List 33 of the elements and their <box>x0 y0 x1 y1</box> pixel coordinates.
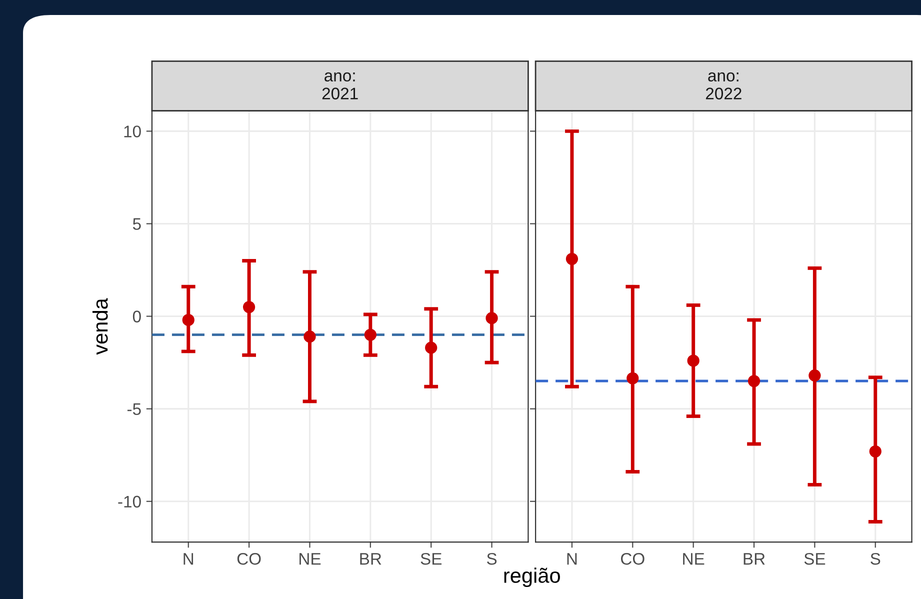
point <box>748 374 760 388</box>
point <box>566 252 578 265</box>
point <box>242 300 256 314</box>
x-tick-label: N <box>184 553 194 565</box>
point <box>808 369 821 382</box>
x-tick-label: S <box>870 552 880 565</box>
y-tick-label: -10 <box>118 496 141 508</box>
point <box>182 314 194 326</box>
chart-title: ano: 2022 <box>706 72 742 100</box>
x-tick-label: CO <box>621 552 644 565</box>
point <box>626 372 639 384</box>
point <box>869 445 882 458</box>
x-axis-title: região <box>504 568 560 588</box>
x-tick-label: N <box>567 553 577 565</box>
point <box>425 342 438 354</box>
y-tick-label: -5 <box>127 403 141 416</box>
x-tick-label: NE <box>683 553 704 565</box>
x-tick-label: SE <box>420 552 442 565</box>
x-tick-label: S <box>486 552 497 565</box>
y-tick-label: 5 <box>132 218 141 230</box>
x-tick-label: CO <box>237 552 261 565</box>
y-tick-label: 10 <box>124 126 141 138</box>
x-tick-label: BR <box>360 553 382 565</box>
chart-title: ano: 2021 <box>322 72 358 100</box>
x-tick-label: NE <box>300 553 321 565</box>
x-tick-label: SE <box>804 552 826 565</box>
y-axis-title: venda <box>92 298 108 355</box>
point <box>364 328 376 341</box>
point <box>687 354 700 367</box>
y-tick-label: 0 <box>132 310 141 322</box>
x-tick-label: BR <box>744 553 765 565</box>
point <box>486 312 498 324</box>
point <box>304 330 316 343</box>
